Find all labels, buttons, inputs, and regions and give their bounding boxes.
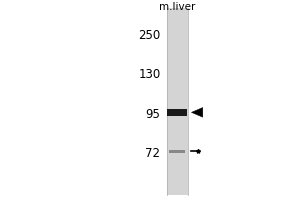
Polygon shape — [191, 108, 203, 117]
Text: 250: 250 — [138, 29, 160, 42]
Bar — [169, 150, 185, 153]
Text: 130: 130 — [138, 68, 160, 81]
Text: 72: 72 — [146, 147, 160, 160]
Bar — [167, 8, 188, 195]
Bar — [167, 109, 187, 116]
Text: 95: 95 — [146, 108, 160, 121]
Text: m.liver: m.liver — [159, 2, 195, 12]
